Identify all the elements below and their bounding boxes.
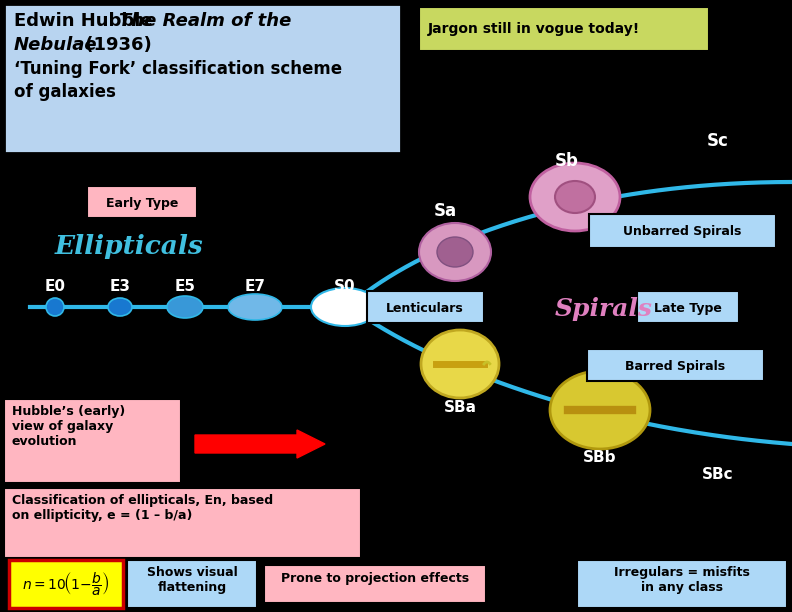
Text: SBc: SBc xyxy=(703,467,734,482)
FancyBboxPatch shape xyxy=(419,7,709,51)
Text: Late Type: Late Type xyxy=(654,302,722,315)
Text: Shows visual
flattening: Shows visual flattening xyxy=(147,566,238,594)
Text: Ellipticals: Ellipticals xyxy=(55,234,204,259)
Text: Barred Spirals: Barred Spirals xyxy=(625,360,725,373)
Text: E3: E3 xyxy=(109,279,131,294)
Text: Classification of ellipticals, En, based
on ellipticity, e = (1 – b/a): Classification of ellipticals, En, based… xyxy=(12,494,273,522)
FancyBboxPatch shape xyxy=(577,560,787,608)
Ellipse shape xyxy=(228,294,282,320)
Text: S0: S0 xyxy=(334,279,356,294)
Text: of galaxies: of galaxies xyxy=(14,83,116,101)
Text: ‘Tuning Fork’ classification scheme: ‘Tuning Fork’ classification scheme xyxy=(14,60,342,78)
Text: SBb: SBb xyxy=(583,450,617,465)
Ellipse shape xyxy=(46,298,64,316)
Text: Prone to projection effects: Prone to projection effects xyxy=(281,572,469,585)
Ellipse shape xyxy=(167,296,203,318)
Text: SBa: SBa xyxy=(444,400,477,415)
Ellipse shape xyxy=(311,288,379,326)
Ellipse shape xyxy=(555,181,595,213)
Ellipse shape xyxy=(530,163,620,231)
Text: E7: E7 xyxy=(245,279,265,294)
Text: E0: E0 xyxy=(44,279,66,294)
FancyBboxPatch shape xyxy=(589,214,776,248)
Text: The Realm of the: The Realm of the xyxy=(119,12,291,30)
FancyBboxPatch shape xyxy=(587,349,764,381)
Text: $n{=}10\!\left(1{-}\dfrac{b}{a}\right)$: $n{=}10\!\left(1{-}\dfrac{b}{a}\right)$ xyxy=(22,570,110,598)
FancyBboxPatch shape xyxy=(9,560,123,608)
FancyBboxPatch shape xyxy=(127,560,257,608)
FancyBboxPatch shape xyxy=(264,565,486,603)
FancyBboxPatch shape xyxy=(4,399,181,483)
FancyBboxPatch shape xyxy=(367,291,484,323)
Text: Jargon still in vogue today!: Jargon still in vogue today! xyxy=(428,22,640,36)
Text: Hubble’s (early)
view of galaxy
evolution: Hubble’s (early) view of galaxy evolutio… xyxy=(12,405,125,448)
Text: Lenticulars: Lenticulars xyxy=(386,302,464,315)
Ellipse shape xyxy=(421,330,499,398)
Ellipse shape xyxy=(437,237,473,267)
FancyBboxPatch shape xyxy=(4,4,401,153)
Text: Irregulars = misfits
in any class: Irregulars = misfits in any class xyxy=(614,566,750,594)
Text: Nebulae: Nebulae xyxy=(14,36,97,54)
Text: E5: E5 xyxy=(174,279,196,294)
Text: Unbarred Spirals: Unbarred Spirals xyxy=(623,225,741,238)
Text: Spirals: Spirals xyxy=(555,297,653,321)
FancyBboxPatch shape xyxy=(4,488,361,558)
Ellipse shape xyxy=(550,371,650,449)
Text: Sb: Sb xyxy=(555,152,579,170)
Text: Sa: Sa xyxy=(433,202,456,220)
Text: (1936): (1936) xyxy=(79,36,152,54)
FancyBboxPatch shape xyxy=(87,186,197,218)
FancyBboxPatch shape xyxy=(637,291,739,323)
Text: Edwin Hubble: Edwin Hubble xyxy=(14,12,159,30)
Ellipse shape xyxy=(108,298,132,316)
Text: Sc: Sc xyxy=(707,132,729,150)
Ellipse shape xyxy=(419,223,491,281)
FancyArrow shape xyxy=(195,430,325,458)
Text: Early Type: Early Type xyxy=(106,197,178,210)
